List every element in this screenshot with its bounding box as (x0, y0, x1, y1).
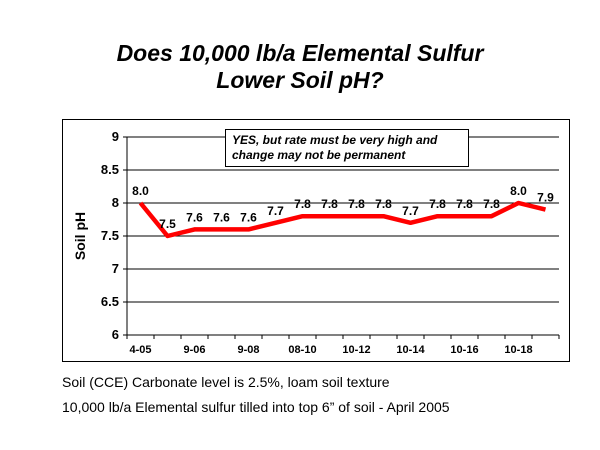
data-label: 7.8 (348, 197, 365, 211)
x-tick-label: 10-16 (450, 344, 478, 356)
y-tick-label: 9 (112, 129, 119, 144)
data-label: 7.6 (186, 210, 203, 224)
x-tick-label: 08-10 (288, 344, 316, 356)
data-label: 7.6 (240, 210, 257, 224)
slide-title: Does 10,000 lb/a Elemental Sulfur Lower … (0, 40, 600, 94)
chart-callout-box: YES, but rate must be very high and chan… (225, 129, 469, 167)
series-line-soil-ph (138, 200, 547, 239)
y-tick-label: 8.5 (101, 162, 119, 177)
data-label: 7.8 (294, 197, 311, 211)
data-label: 7.8 (321, 197, 338, 211)
callout-line-2: change may not be permanent (232, 148, 406, 162)
data-label: 7.8 (483, 197, 500, 211)
data-label: 8.0 (132, 184, 149, 198)
y-tick-label: 8 (112, 195, 119, 210)
y-tick-label: 6.5 (101, 294, 119, 309)
x-tick-label: 4-05 (129, 344, 151, 356)
note-sulfur-application: 10,000 lb/a Elemental sulfur tilled into… (62, 399, 450, 415)
x-tick-label: 10-18 (504, 344, 532, 356)
data-label: 7.9 (537, 191, 554, 205)
x-tick-label: 9-06 (183, 344, 205, 356)
y-tick-label: 7 (112, 261, 119, 276)
slide-title-line-2: Lower Soil pH? (216, 67, 384, 93)
data-label: 7.7 (402, 204, 419, 218)
data-label: 7.5 (159, 217, 176, 231)
data-label: 8.0 (510, 184, 527, 198)
data-label: 7.7 (267, 204, 284, 218)
callout-line-1: YES, but rate must be very high and (232, 133, 438, 147)
data-label: 7.8 (429, 197, 446, 211)
y-axis-title: Soil pH (72, 212, 88, 260)
x-tick-label: 10-14 (396, 344, 425, 356)
y-tick-label: 6 (112, 327, 119, 342)
x-tick-label: 10-12 (342, 344, 370, 356)
x-tick-label: 9-08 (237, 344, 259, 356)
slide-title-line-1: Does 10,000 lb/a Elemental Sulfur (116, 40, 484, 66)
note-carbonate: Soil (CCE) Carbonate level is 2.5%, loam… (62, 374, 390, 390)
data-label: 7.8 (456, 197, 473, 211)
data-label: 7.6 (213, 210, 230, 224)
data-label: 7.8 (375, 197, 392, 211)
y-tick-label: 7.5 (101, 228, 119, 243)
